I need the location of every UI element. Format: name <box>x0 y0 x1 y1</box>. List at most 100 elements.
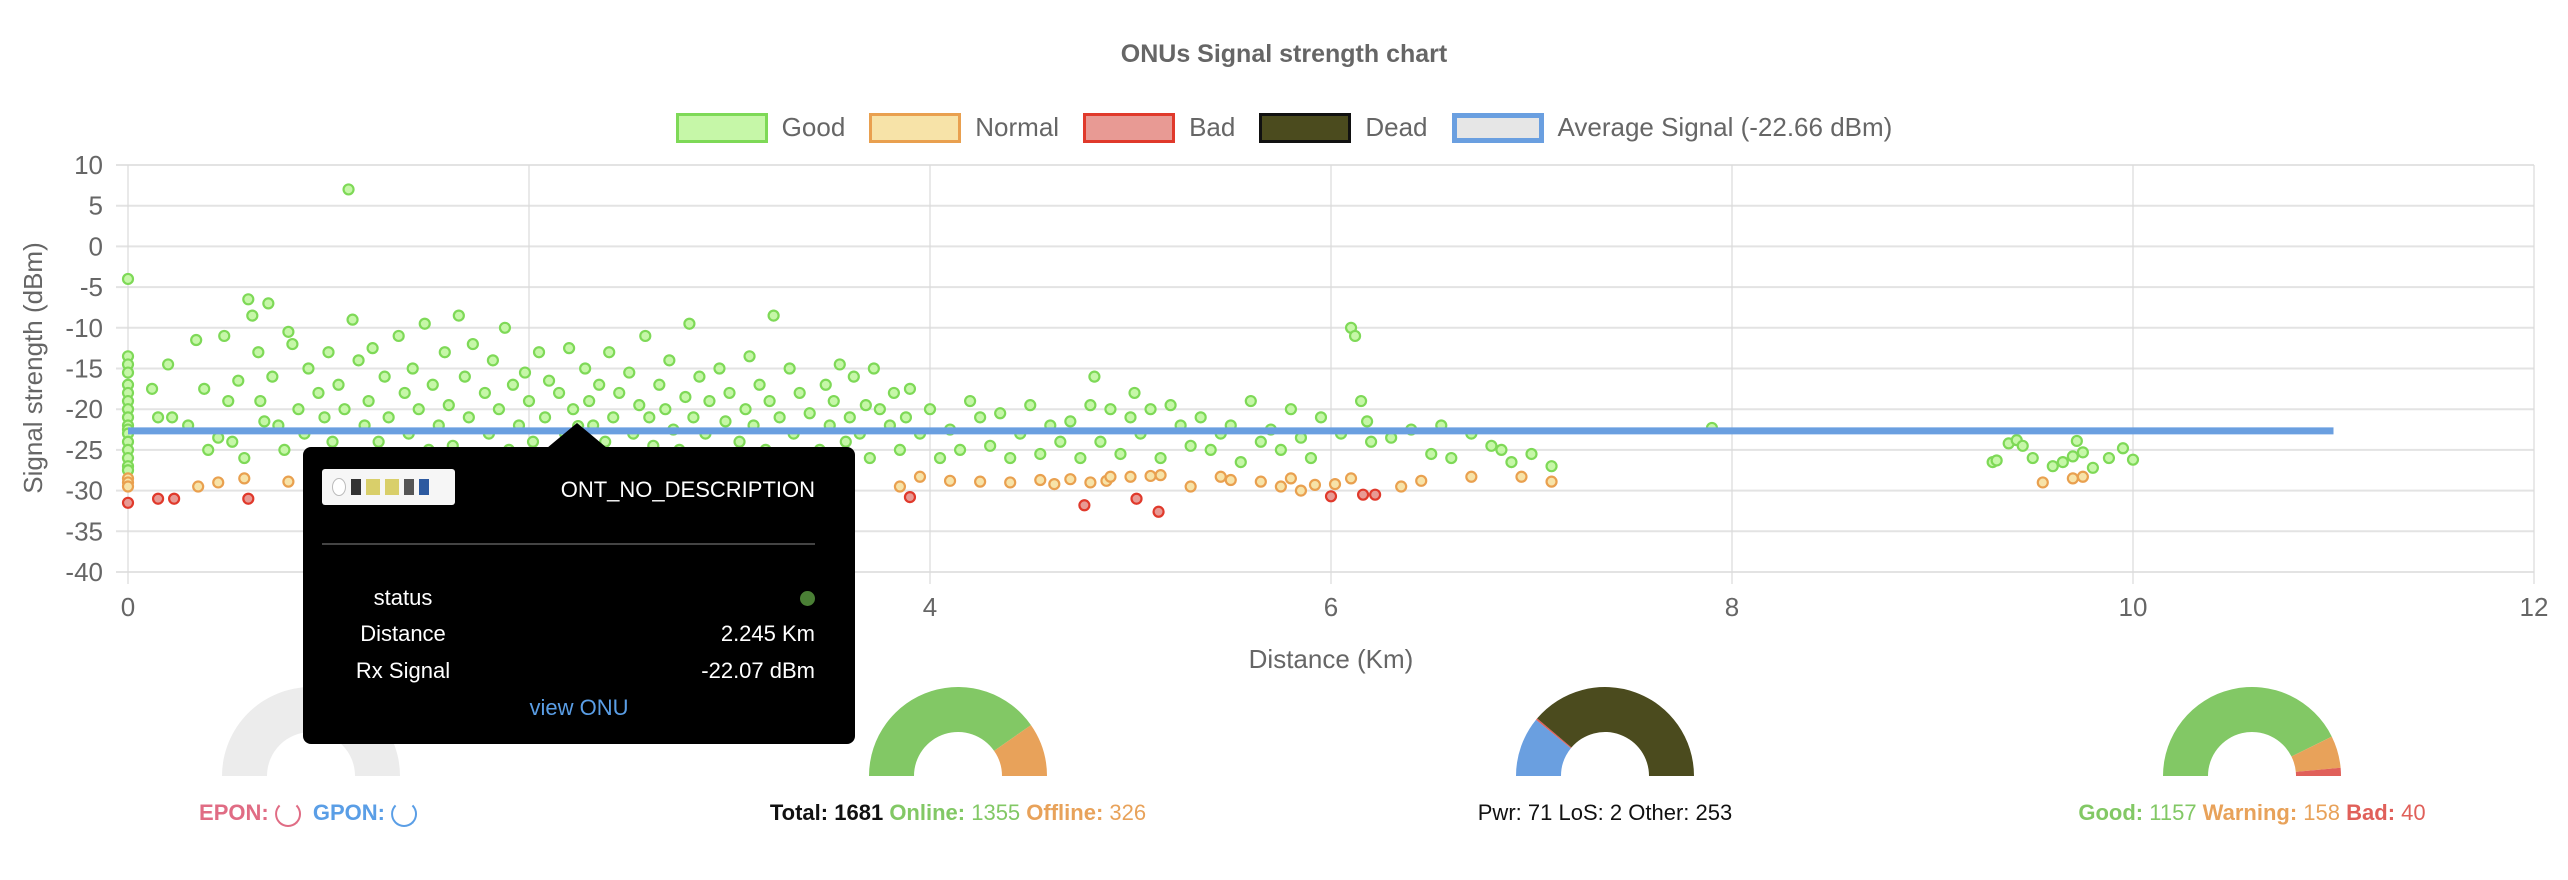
data-point-good[interactable] <box>603 346 616 359</box>
data-point-good[interactable] <box>783 362 796 375</box>
online-status-segment-online[interactable] <box>869 687 1031 776</box>
data-point-good[interactable] <box>2076 446 2089 459</box>
data-point-good[interactable] <box>338 403 351 416</box>
data-point-good[interactable] <box>1128 386 1141 400</box>
data-point-good[interactable] <box>121 366 135 379</box>
data-point-good[interactable] <box>953 443 967 456</box>
data-point-good[interactable] <box>562 342 576 355</box>
data-point-good[interactable] <box>887 386 901 400</box>
data-point-normal[interactable] <box>2076 470 2089 483</box>
data-point-good[interactable] <box>2102 451 2116 465</box>
data-point-good[interactable] <box>1545 460 1558 473</box>
data-point-normal[interactable] <box>1395 480 1408 493</box>
data-point-normal[interactable] <box>1144 469 1157 483</box>
data-point-good[interactable] <box>222 394 235 408</box>
data-point-bad[interactable] <box>1152 505 1165 518</box>
data-point-normal[interactable] <box>1104 470 1117 483</box>
data-point-good[interactable] <box>974 411 987 424</box>
data-point-normal[interactable] <box>2036 476 2049 489</box>
data-point-good[interactable] <box>873 403 886 416</box>
data-point-good[interactable] <box>1525 447 1538 461</box>
data-point-good[interactable] <box>398 386 411 400</box>
data-point-good[interactable] <box>1094 435 1107 448</box>
data-point-normal[interactable] <box>121 480 135 493</box>
data-point-good[interactable] <box>763 394 776 408</box>
data-point-normal[interactable] <box>1344 472 1358 485</box>
data-point-bad[interactable] <box>168 492 181 505</box>
data-point-good[interactable] <box>713 362 726 375</box>
data-point-good[interactable] <box>246 309 259 322</box>
data-point-good[interactable] <box>819 378 832 391</box>
data-point-good[interactable] <box>312 386 325 400</box>
data-point-good[interactable] <box>1244 394 1257 408</box>
data-point-good[interactable] <box>366 342 379 355</box>
data-point-good[interactable] <box>322 346 335 359</box>
data-point-good[interactable] <box>426 378 439 391</box>
data-point-good[interactable] <box>687 411 700 424</box>
data-point-good[interactable] <box>867 362 880 375</box>
view-onu-link[interactable]: view ONU <box>529 695 629 720</box>
data-point-good[interactable] <box>526 435 540 448</box>
data-point-good[interactable] <box>162 358 175 371</box>
data-point-good[interactable] <box>1354 394 1368 408</box>
data-point-good[interactable] <box>346 313 359 326</box>
data-point-good[interactable] <box>121 272 135 286</box>
data-point-good[interactable] <box>679 390 692 404</box>
data-point-good[interactable] <box>1360 415 1374 428</box>
data-point-good[interactable] <box>462 411 475 424</box>
data-point-good[interactable] <box>378 370 391 383</box>
data-point-good[interactable] <box>252 346 265 359</box>
signal-quality-segment-good[interactable] <box>2163 687 2332 776</box>
data-point-normal[interactable] <box>1308 478 1322 492</box>
data-point-good[interactable] <box>659 403 672 416</box>
data-point-good[interactable] <box>151 411 165 424</box>
data-point-normal[interactable] <box>1224 473 1237 487</box>
data-point-good[interactable] <box>2066 450 2079 463</box>
data-point-good[interactable] <box>1495 443 1508 456</box>
data-point-good[interactable] <box>803 407 816 420</box>
data-point-good[interactable] <box>262 297 275 310</box>
data-point-good[interactable] <box>1104 403 1117 416</box>
data-point-good[interactable] <box>1034 447 1047 461</box>
data-point-good[interactable] <box>1425 447 1438 461</box>
data-point-good[interactable] <box>362 394 375 408</box>
data-point-normal[interactable] <box>1328 477 1342 491</box>
data-point-good[interactable] <box>639 329 652 343</box>
data-point-good[interactable] <box>486 354 500 367</box>
data-point-normal[interactable] <box>1184 480 1197 493</box>
data-point-good[interactable] <box>2070 434 2083 448</box>
data-point-good[interactable] <box>1064 415 1077 428</box>
data-point-good[interactable] <box>773 411 786 424</box>
data-point-good[interactable] <box>382 411 395 424</box>
data-point-good[interactable] <box>899 411 913 424</box>
data-point-good[interactable] <box>623 366 636 379</box>
data-point-good[interactable] <box>2046 460 2059 473</box>
data-point-normal[interactable] <box>2066 472 2079 485</box>
data-point-good[interactable] <box>719 415 732 428</box>
data-point-good[interactable] <box>1274 443 1287 456</box>
data-point-good[interactable] <box>994 407 1007 420</box>
data-point-good[interactable] <box>258 415 271 428</box>
data-point-good[interactable] <box>1284 403 1298 416</box>
data-point-good[interactable] <box>703 394 716 408</box>
signal-quality-segment-bad[interactable] <box>2295 767 2341 776</box>
data-point-good[interactable] <box>643 411 656 424</box>
data-point-good[interactable] <box>242 293 255 306</box>
data-point-good[interactable] <box>418 317 431 330</box>
data-point-good[interactable] <box>238 451 251 465</box>
data-point-good[interactable] <box>984 439 997 452</box>
data-point-good[interactable] <box>693 370 706 383</box>
data-point-normal[interactable] <box>1294 484 1308 497</box>
data-point-good[interactable] <box>506 378 520 391</box>
data-point-good[interactable] <box>593 378 606 391</box>
data-point-bad[interactable] <box>151 492 165 505</box>
data-point-good[interactable] <box>552 386 566 400</box>
data-point-good[interactable] <box>202 443 215 456</box>
data-point-good[interactable] <box>226 435 239 448</box>
data-point-good[interactable] <box>2016 439 2029 452</box>
data-point-good[interactable] <box>833 358 846 371</box>
data-point-normal[interactable] <box>1048 477 1061 491</box>
offline-reasons-segment-other[interactable] <box>1537 687 1694 776</box>
data-point-good[interactable] <box>198 382 211 395</box>
data-point-good[interactable] <box>406 362 419 375</box>
